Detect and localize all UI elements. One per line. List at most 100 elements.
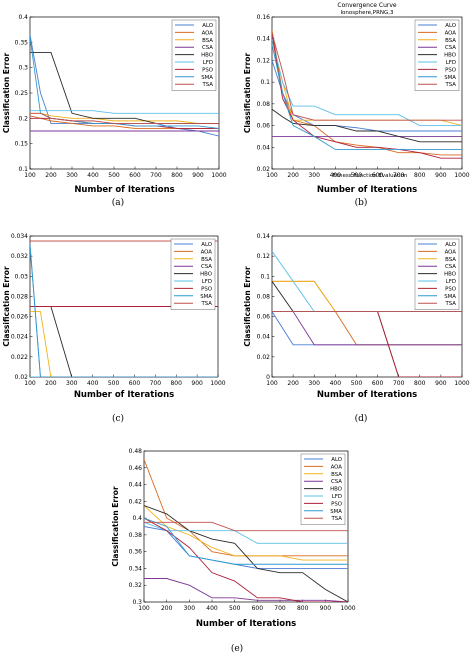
x-tick-label: 600 [129,172,141,179]
series-line-csa [144,578,348,602]
y-tick-label: 0.06 [257,314,271,321]
x-tick-label: 900 [192,172,204,179]
legend-label-sma: SMA [200,294,212,300]
x-tick-label: 600 [129,380,141,387]
y-tick-label: 0.15 [15,141,29,148]
x-tick-label: 400 [330,380,342,387]
series-group [272,250,462,377]
x-tick-label: 300 [66,172,78,179]
series-line-bsa [30,311,218,377]
y-tick-label: 0.44 [129,482,143,489]
plot-area [271,16,463,170]
x-tick-label: 300 [308,172,320,179]
y-tick-label: 0.026 [11,314,28,321]
y-axis-label: Classification Error [111,486,120,567]
series-line-bsa [30,112,219,124]
series-line-hbo [30,306,218,377]
x-tick-label: 600 [372,380,384,387]
x-tick-label: 900 [435,380,447,387]
y-tick-label: 0.35 [15,39,29,46]
series-line-tsa [272,33,462,121]
x-tick-label: 800 [170,380,182,387]
legend-label-csa: CSA [331,479,342,485]
y-tick-label: 0.1 [18,166,28,173]
legend-label-alo: ALO [445,23,456,29]
y-tick-label: 0.1 [260,79,270,86]
legend-label-bsa: BSA [202,38,213,44]
y-tick-label: 0.25 [15,90,29,97]
legend-label-sma: SMA [330,509,342,515]
y-tick-label: 0.14 [257,233,271,240]
series-line-tsa [144,521,348,532]
x-tick-label: 100 [24,380,36,387]
x-tick-label: 1000 [454,380,469,387]
x-tick-label: 700 [274,605,286,612]
legend-label-tsa: TSA [200,301,212,307]
legend-box [300,453,346,525]
x-tick-label: 500 [351,172,363,179]
panel-caption: (e) [231,643,243,654]
y-tick-label: 0.028 [11,293,28,300]
legend-label-sma: SMA [201,75,213,81]
legend-label-tsa: TSA [444,301,456,307]
legend-label-tsa: TSA [330,516,342,522]
y-tick-label: 0.04 [257,334,271,341]
panel-caption: (b) [355,197,368,208]
legend-label-csa: CSA [445,45,456,51]
y-tick-label: 0.1 [260,273,270,280]
legend-label-aoa: AOA [445,30,457,36]
x-tick-label: 400 [330,172,342,179]
y-tick-label: 0 [266,374,270,381]
series-line-alo [272,311,462,346]
x-axis-label: Number of Iterations [317,390,417,400]
legend-label-pso: PSO [445,286,456,292]
x-tick-label: 900 [435,172,447,179]
legend-label-aoa: AOA [331,464,343,470]
legend-label-pso: PSO [201,286,212,292]
y-tick-label: 0.04 [257,144,271,151]
x-tick-label: 900 [191,380,203,387]
x-tick-label: 200 [161,605,173,612]
legend-label-pso: PSO [445,67,456,73]
y-tick-label: 0.3 [132,599,142,606]
x-tick-label: 600 [372,172,384,179]
y-tick-label: 0.16 [257,14,271,21]
x-tick-label: 800 [414,380,426,387]
x-tick-label: 100 [266,380,278,387]
y-tick-label: 0.4 [18,14,28,21]
legend-label-tsa: TSA [201,82,213,88]
series-line-aoa [272,29,462,156]
y-tick-label: 0.08 [257,101,271,108]
legend-box [414,19,460,91]
y-tick-label: 0.02 [257,166,271,173]
series-line-pso [272,311,462,377]
y-axis-label: Classification Error [2,266,11,347]
series-line-lfd [272,38,462,127]
x-tick-label: 1000 [211,172,226,179]
x-tick-label: 800 [297,605,309,612]
x-axis-label: Number of Iterations [196,619,296,629]
y-tick-label: 0.36 [129,549,143,556]
legend-label-alo: ALO [202,23,213,29]
x-tick-label: 700 [150,380,162,387]
y-axis-label: Classification Error [2,53,11,134]
legend-label-hbo: HBO [330,487,342,493]
legend-label-alo: ALO [201,242,212,248]
legend-label-alo: ALO [445,242,456,248]
y-tick-label: 0.32 [129,582,143,589]
series-line-csa [272,311,462,346]
chart-panel-e: 100 200 300 400 500 600 700 800 900 1000 0.3 0.32 0.… [111,448,356,654]
y-tick-label: 0.42 [129,498,143,505]
y-tick-label: 0.022 [11,354,28,361]
x-tick-label: 900 [320,605,332,612]
x-tick-label: 200 [287,172,299,179]
legend-label-lfd: LFD [203,60,213,66]
series-line-pso [144,517,348,602]
y-tick-label: 0.34 [129,565,143,572]
series-line-lfd [144,521,348,544]
legend-label-aoa: AOA [445,249,457,255]
legend-label-sma: SMA [444,294,456,300]
